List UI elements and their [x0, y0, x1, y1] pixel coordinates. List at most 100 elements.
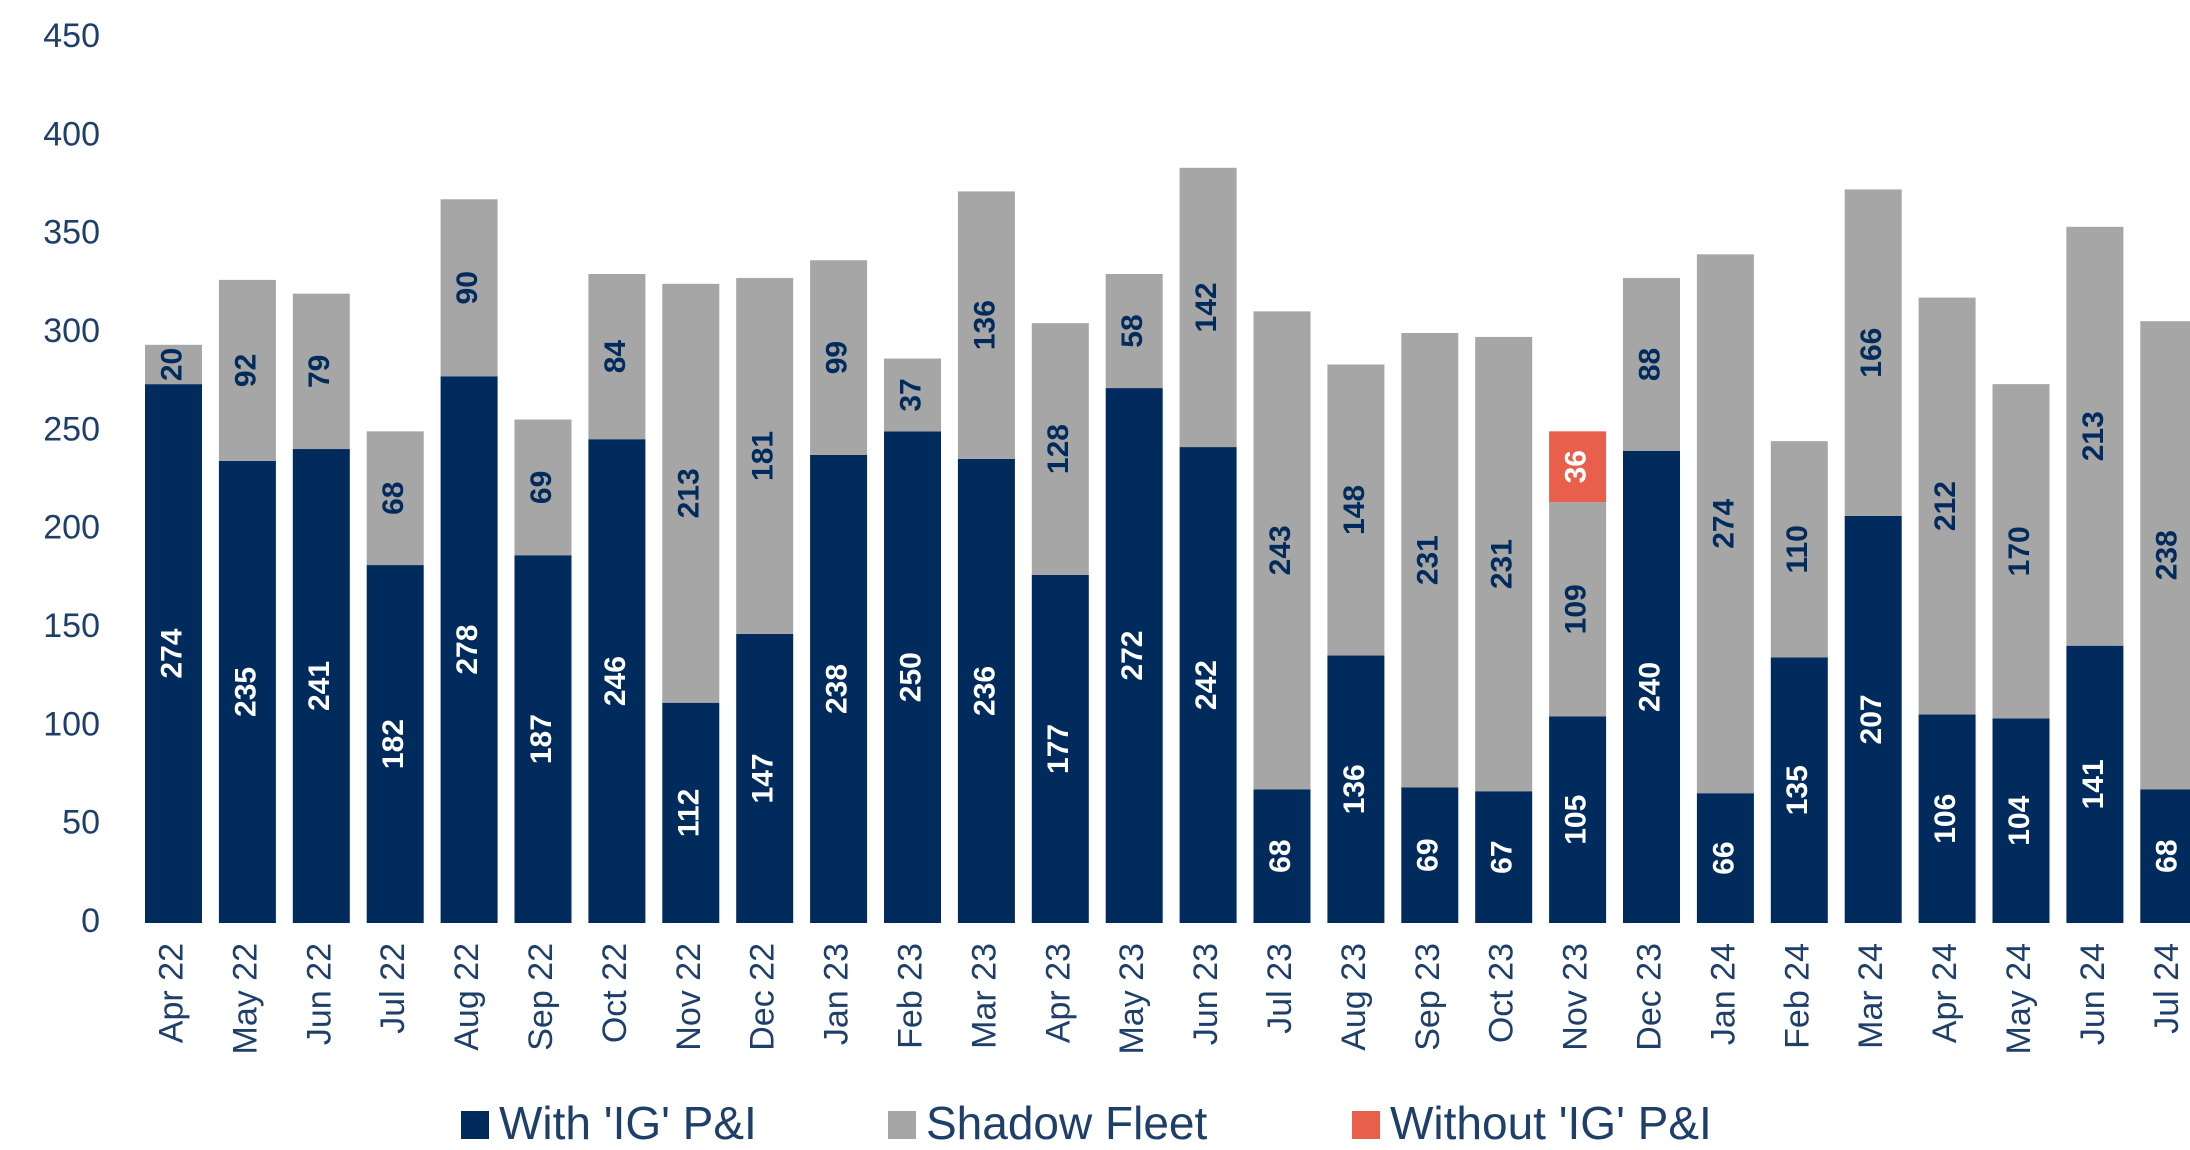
legend-label: Shadow Fleet: [926, 1097, 1207, 1149]
value-label: 142: [1190, 282, 1223, 332]
value-label: 243: [1264, 525, 1297, 575]
value-label: 36: [1560, 450, 1593, 483]
value-label: 240: [1633, 662, 1666, 712]
bar-segment: [588, 274, 646, 440]
bar-segment: [366, 431, 424, 566]
y-tick-label: 50: [62, 804, 100, 842]
bar-segment: [884, 431, 941, 923]
bar-segment: [1844, 189, 1902, 516]
bar-segment: [2066, 645, 2124, 923]
bar-segment: [1031, 574, 1089, 923]
bar-segment: [292, 449, 350, 923]
y-tick-label: 350: [43, 214, 100, 252]
bar-segment: [1253, 789, 1311, 923]
x-tick-label: Oct 23: [1483, 943, 1521, 1043]
y-tick-label: 0: [81, 902, 100, 940]
bar-segment: [1327, 364, 1385, 656]
x-tick-label: Jun 22: [300, 943, 338, 1045]
bar-segment: [1918, 297, 1976, 715]
value-label: 109: [1560, 584, 1593, 634]
value-label: 147: [747, 753, 780, 803]
value-label: 182: [377, 719, 410, 769]
y-tick-label: 450: [43, 17, 100, 55]
bar-segment: [2140, 789, 2190, 923]
value-label: 79: [303, 355, 336, 388]
bar-segment: [957, 191, 1015, 459]
bar-segment: [440, 376, 498, 923]
x-tick-label: May 23: [1113, 943, 1151, 1055]
x-tick-label: Sep 22: [522, 943, 560, 1051]
y-tick-label: 100: [43, 705, 100, 743]
bar-segment: [1549, 502, 1607, 717]
bar-segment: [292, 293, 350, 450]
y-tick-label: 200: [43, 509, 100, 547]
value-label: 68: [377, 482, 410, 515]
x-tick-label: Jan 24: [1704, 943, 1742, 1045]
bar-segment: [810, 454, 868, 923]
x-tick-label: Apr 23: [1039, 943, 1077, 1043]
value-label: 68: [2151, 839, 2184, 872]
x-tick-label: Nov 22: [670, 943, 708, 1051]
x-tick-label: Oct 22: [596, 943, 634, 1043]
bar-segment: [1179, 447, 1237, 923]
value-label: 207: [1855, 694, 1888, 744]
value-label: 250: [894, 652, 927, 702]
x-tick-label: Aug 23: [1335, 943, 1373, 1051]
value-label: 231: [1412, 535, 1445, 585]
x-tick-label: Mar 24: [1852, 943, 1890, 1049]
value-label: 274: [155, 628, 188, 678]
bar-segment: [1105, 274, 1163, 389]
bar-segment: [1179, 167, 1237, 448]
x-tick-label: Dec 23: [1630, 943, 1668, 1051]
value-label: 213: [673, 468, 706, 518]
bar-segment: [1770, 441, 1828, 658]
bar-segment: [1992, 718, 2050, 923]
value-label: 170: [2003, 526, 2036, 576]
value-label: 20: [155, 348, 188, 381]
value-label: 141: [2077, 759, 2110, 809]
bar-segment: [1696, 254, 1754, 794]
bar-segment: [662, 702, 720, 923]
value-label: 84: [599, 340, 632, 374]
x-tick-label: Nov 23: [1557, 943, 1595, 1051]
bar-segment: [1253, 311, 1311, 790]
x-tick-label: Dec 22: [744, 943, 782, 1051]
value-label: 278: [451, 625, 484, 675]
bar-segment: [1475, 791, 1533, 923]
value-label: 69: [1412, 838, 1445, 871]
x-tick-label: Jul 22: [374, 943, 412, 1034]
legend-label: With 'IG' P&I: [499, 1097, 757, 1149]
bar-segment: [736, 633, 794, 923]
value-label: 235: [229, 667, 262, 717]
legend-swatch: [1352, 1111, 1380, 1139]
value-label: 92: [229, 354, 262, 387]
legend-label: Without 'IG' P&I: [1390, 1097, 1712, 1149]
bar-segment: [884, 358, 941, 432]
value-label: 37: [894, 378, 927, 411]
value-label: 136: [1338, 764, 1371, 814]
y-tick-label: 300: [43, 312, 100, 350]
value-label: 105: [1560, 795, 1593, 845]
value-label: 242: [1190, 660, 1223, 710]
bar-segment: [145, 344, 202, 385]
bar-segment: [1475, 336, 1533, 792]
y-tick-label: 250: [43, 410, 100, 448]
value-label: 68: [1264, 839, 1297, 872]
bar-segment: [1623, 451, 1680, 923]
bar-segment: [1918, 714, 1976, 923]
bar-segment: [2140, 321, 2190, 790]
bar-segment: [1549, 431, 1607, 503]
bar-segment: [1696, 793, 1754, 923]
bar-segment: [588, 439, 646, 923]
bar-segment: [514, 555, 572, 923]
bar-segment: [1401, 333, 1459, 788]
x-tick-label: May 22: [226, 943, 264, 1055]
value-label: 88: [1633, 348, 1666, 381]
x-tick-label: Sep 23: [1409, 943, 1447, 1051]
bar-segment: [1844, 515, 1902, 923]
bar-segment: [145, 384, 202, 924]
bar-segment: [957, 458, 1015, 923]
y-tick-label: 150: [43, 607, 100, 645]
